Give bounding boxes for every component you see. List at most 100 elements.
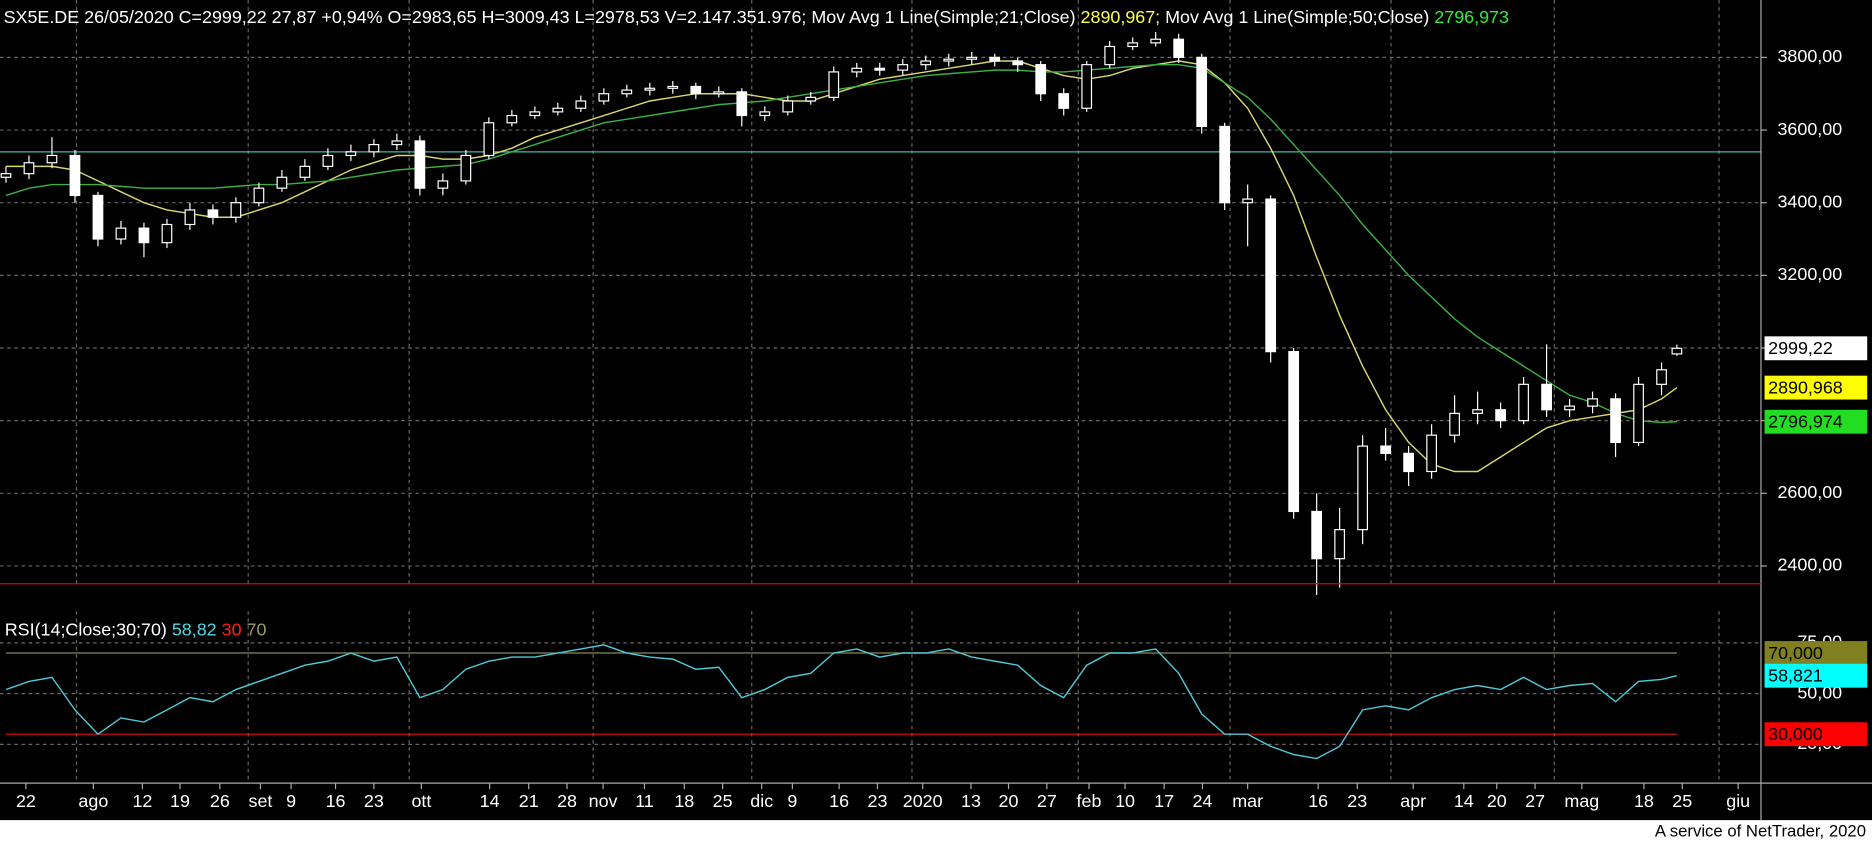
candle-body (1288, 351, 1300, 513)
candle-body (782, 100, 794, 113)
value-box-label: 2890,968 (1768, 378, 1843, 398)
value-box-label: 2796,974 (1768, 412, 1843, 432)
x-tick-label: 11 (635, 791, 654, 811)
x-tick-label: 13 (961, 791, 981, 811)
candle-body (391, 140, 403, 146)
legend-ma50-name: Mov Avg 1 Line(Simple;50;Close) (1165, 7, 1429, 27)
candle-body (414, 140, 426, 189)
candle-body (1242, 198, 1254, 204)
candle-body (874, 67, 886, 71)
candle-body (345, 151, 357, 157)
candle-body (23, 162, 35, 175)
candle-body (69, 154, 81, 197)
x-tick-label: 20 (1487, 791, 1507, 811)
rsi-value: 58,82 (172, 619, 217, 639)
x-tick-label: nov (589, 791, 618, 811)
x-tick-label: ott (411, 791, 431, 811)
candle-body (1173, 38, 1185, 58)
candle-body (1541, 383, 1552, 411)
candle-body (299, 165, 311, 178)
candle-body (1058, 93, 1070, 109)
x-tick-label: feb (1077, 791, 1102, 811)
x-tick-label: 20 (999, 791, 1019, 811)
rsi-high-level: 70 (247, 619, 267, 639)
x-tick-label: 10 (1115, 791, 1135, 811)
candle-body (736, 91, 748, 117)
plot-layer: 2400,00 2600,00 3200,00 3400,00 3600,00 3800,… (0, 0, 1868, 811)
candle-body (276, 176, 288, 189)
candle-body (1012, 60, 1024, 66)
legend-ma21-value: 2890,967; (1081, 7, 1161, 27)
candle-body (644, 87, 656, 91)
value-box (1764, 375, 1868, 400)
value-box-label: 58,821 (1768, 666, 1823, 686)
x-tick-label: 14 (1454, 791, 1474, 811)
y-tick-label: 3800,00 (1777, 46, 1842, 66)
candle-body (1357, 445, 1369, 531)
candle-body (828, 71, 840, 98)
candle-body (92, 194, 104, 240)
candle-body (506, 114, 518, 124)
x-tick-label: 12 (132, 791, 152, 811)
x-tick-label: 21 (519, 791, 539, 811)
value-box-label: 30,000 (1768, 724, 1823, 744)
x-tick-label: 27 (1037, 791, 1057, 811)
x-tick-label: 16 (829, 791, 849, 811)
x-tick-label: set (249, 791, 273, 811)
candle-body (621, 89, 633, 95)
x-tick-label: 24 (1192, 791, 1212, 811)
x-tick-label: 27 (1525, 791, 1545, 811)
value-box (1764, 336, 1868, 361)
candle-body (483, 122, 495, 157)
y-tick-label: 3200,00 (1777, 264, 1842, 284)
candle-body (575, 100, 587, 109)
value-box-label: 70,000 (1768, 643, 1823, 663)
x-tick-label: ago (78, 791, 108, 811)
candle-body (230, 202, 242, 218)
legend-ma50-value: 2796,973 (1434, 7, 1509, 27)
candle-body (115, 227, 127, 240)
x-tick-label: dic (750, 791, 773, 811)
candle-body (0, 173, 12, 178)
x-tick-label: 19 (170, 791, 190, 811)
candle-body (1564, 405, 1575, 411)
x-tick-label: 28 (557, 791, 577, 811)
x-tick-label: 23 (1347, 791, 1367, 811)
x-tick-label: mar (1232, 791, 1263, 811)
candle-body (1403, 452, 1414, 473)
candle-body (138, 227, 150, 244)
x-tick-label: 16 (1308, 791, 1328, 811)
candle-body (1104, 45, 1116, 66)
candle-body (1035, 64, 1047, 95)
candle-body (943, 58, 955, 62)
value-box (1764, 722, 1868, 747)
candle-body (1633, 383, 1644, 444)
candle-body (1656, 369, 1667, 385)
y-tick-label: 2600,00 (1777, 482, 1842, 502)
value-box (1764, 641, 1868, 665)
y-tick-label: 3600,00 (1777, 119, 1842, 139)
x-tick-label: 26 (210, 791, 230, 811)
candle-body (1518, 383, 1529, 422)
candle-body (253, 187, 265, 204)
candle-body (1311, 510, 1323, 560)
x-tick-label: giu (1726, 791, 1750, 811)
rsi-name: RSI(14;Close;30;70) (5, 619, 167, 639)
candle-body (713, 91, 725, 95)
series-line (5, 60, 1678, 473)
candle-body (368, 143, 380, 153)
x-tick-label: 9 (787, 791, 797, 811)
candle-body (1081, 64, 1093, 109)
candle-body (437, 180, 449, 189)
candle-body (759, 111, 771, 117)
candle-body (1219, 125, 1231, 204)
rsi-header: RSI(14;Close;30;70) 58,82 30 70 (5, 619, 267, 639)
x-tick-label: 23 (868, 791, 888, 811)
x-tick-label: 9 (286, 791, 296, 811)
candle-body (966, 56, 978, 60)
candle-body (690, 85, 702, 95)
x-tick-label: 25 (1672, 791, 1692, 811)
y-tick-label: 2400,00 (1777, 555, 1842, 575)
